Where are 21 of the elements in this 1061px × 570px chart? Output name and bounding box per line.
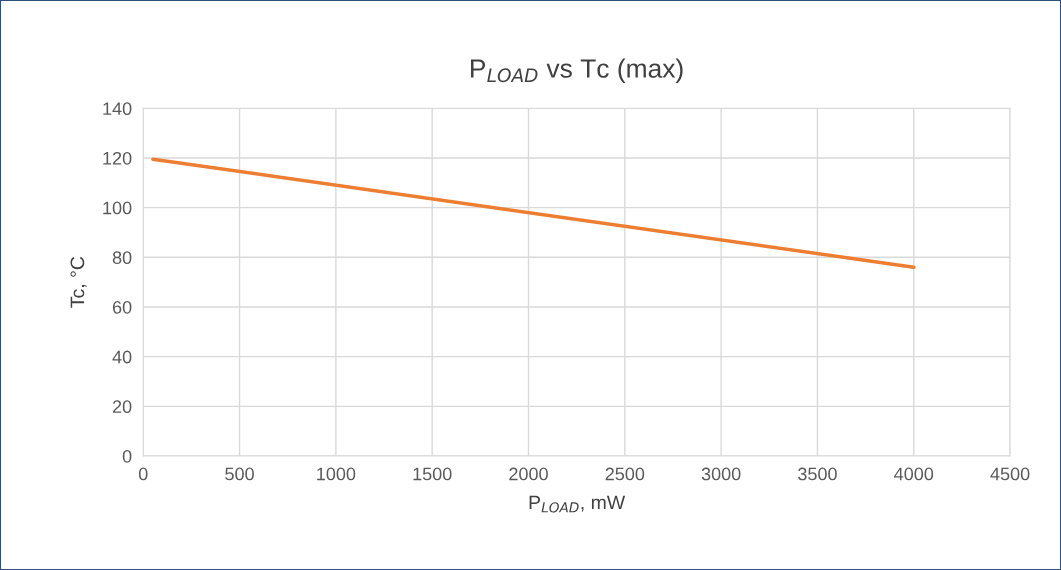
y-tick-label: 40: [112, 350, 132, 364]
x-tick-label: 2000: [509, 467, 548, 481]
y-tick-label: 140: [103, 102, 132, 116]
x-tick-label: 3500: [798, 467, 837, 481]
x-tick-label: 3000: [701, 467, 741, 481]
x-tick-label: 2500: [605, 467, 645, 481]
y-tick-label: 120: [103, 151, 132, 165]
x-tick-label: 500: [225, 467, 254, 481]
x-tick-label: 4000: [894, 467, 934, 481]
x-tick-label: 4500: [990, 467, 1030, 481]
y-tick-label: 20: [112, 400, 132, 414]
y-tick-label: 100: [103, 201, 132, 215]
x-tick-label: 0: [138, 467, 148, 481]
x-tick-label: 1000: [317, 467, 356, 481]
y-tick-label: 80: [112, 251, 132, 265]
x-tick-label: 1500: [413, 467, 452, 481]
y-tick-label: 60: [112, 300, 132, 314]
x-axis-title: P$_{LOAD}$, mW: [529, 495, 626, 513]
y-axis-title: Tc, °C: [70, 256, 87, 308]
y-tick-label: 0: [122, 449, 132, 463]
chart-title: P$_{LOAD}$ vs Tc (max): [471, 58, 683, 84]
